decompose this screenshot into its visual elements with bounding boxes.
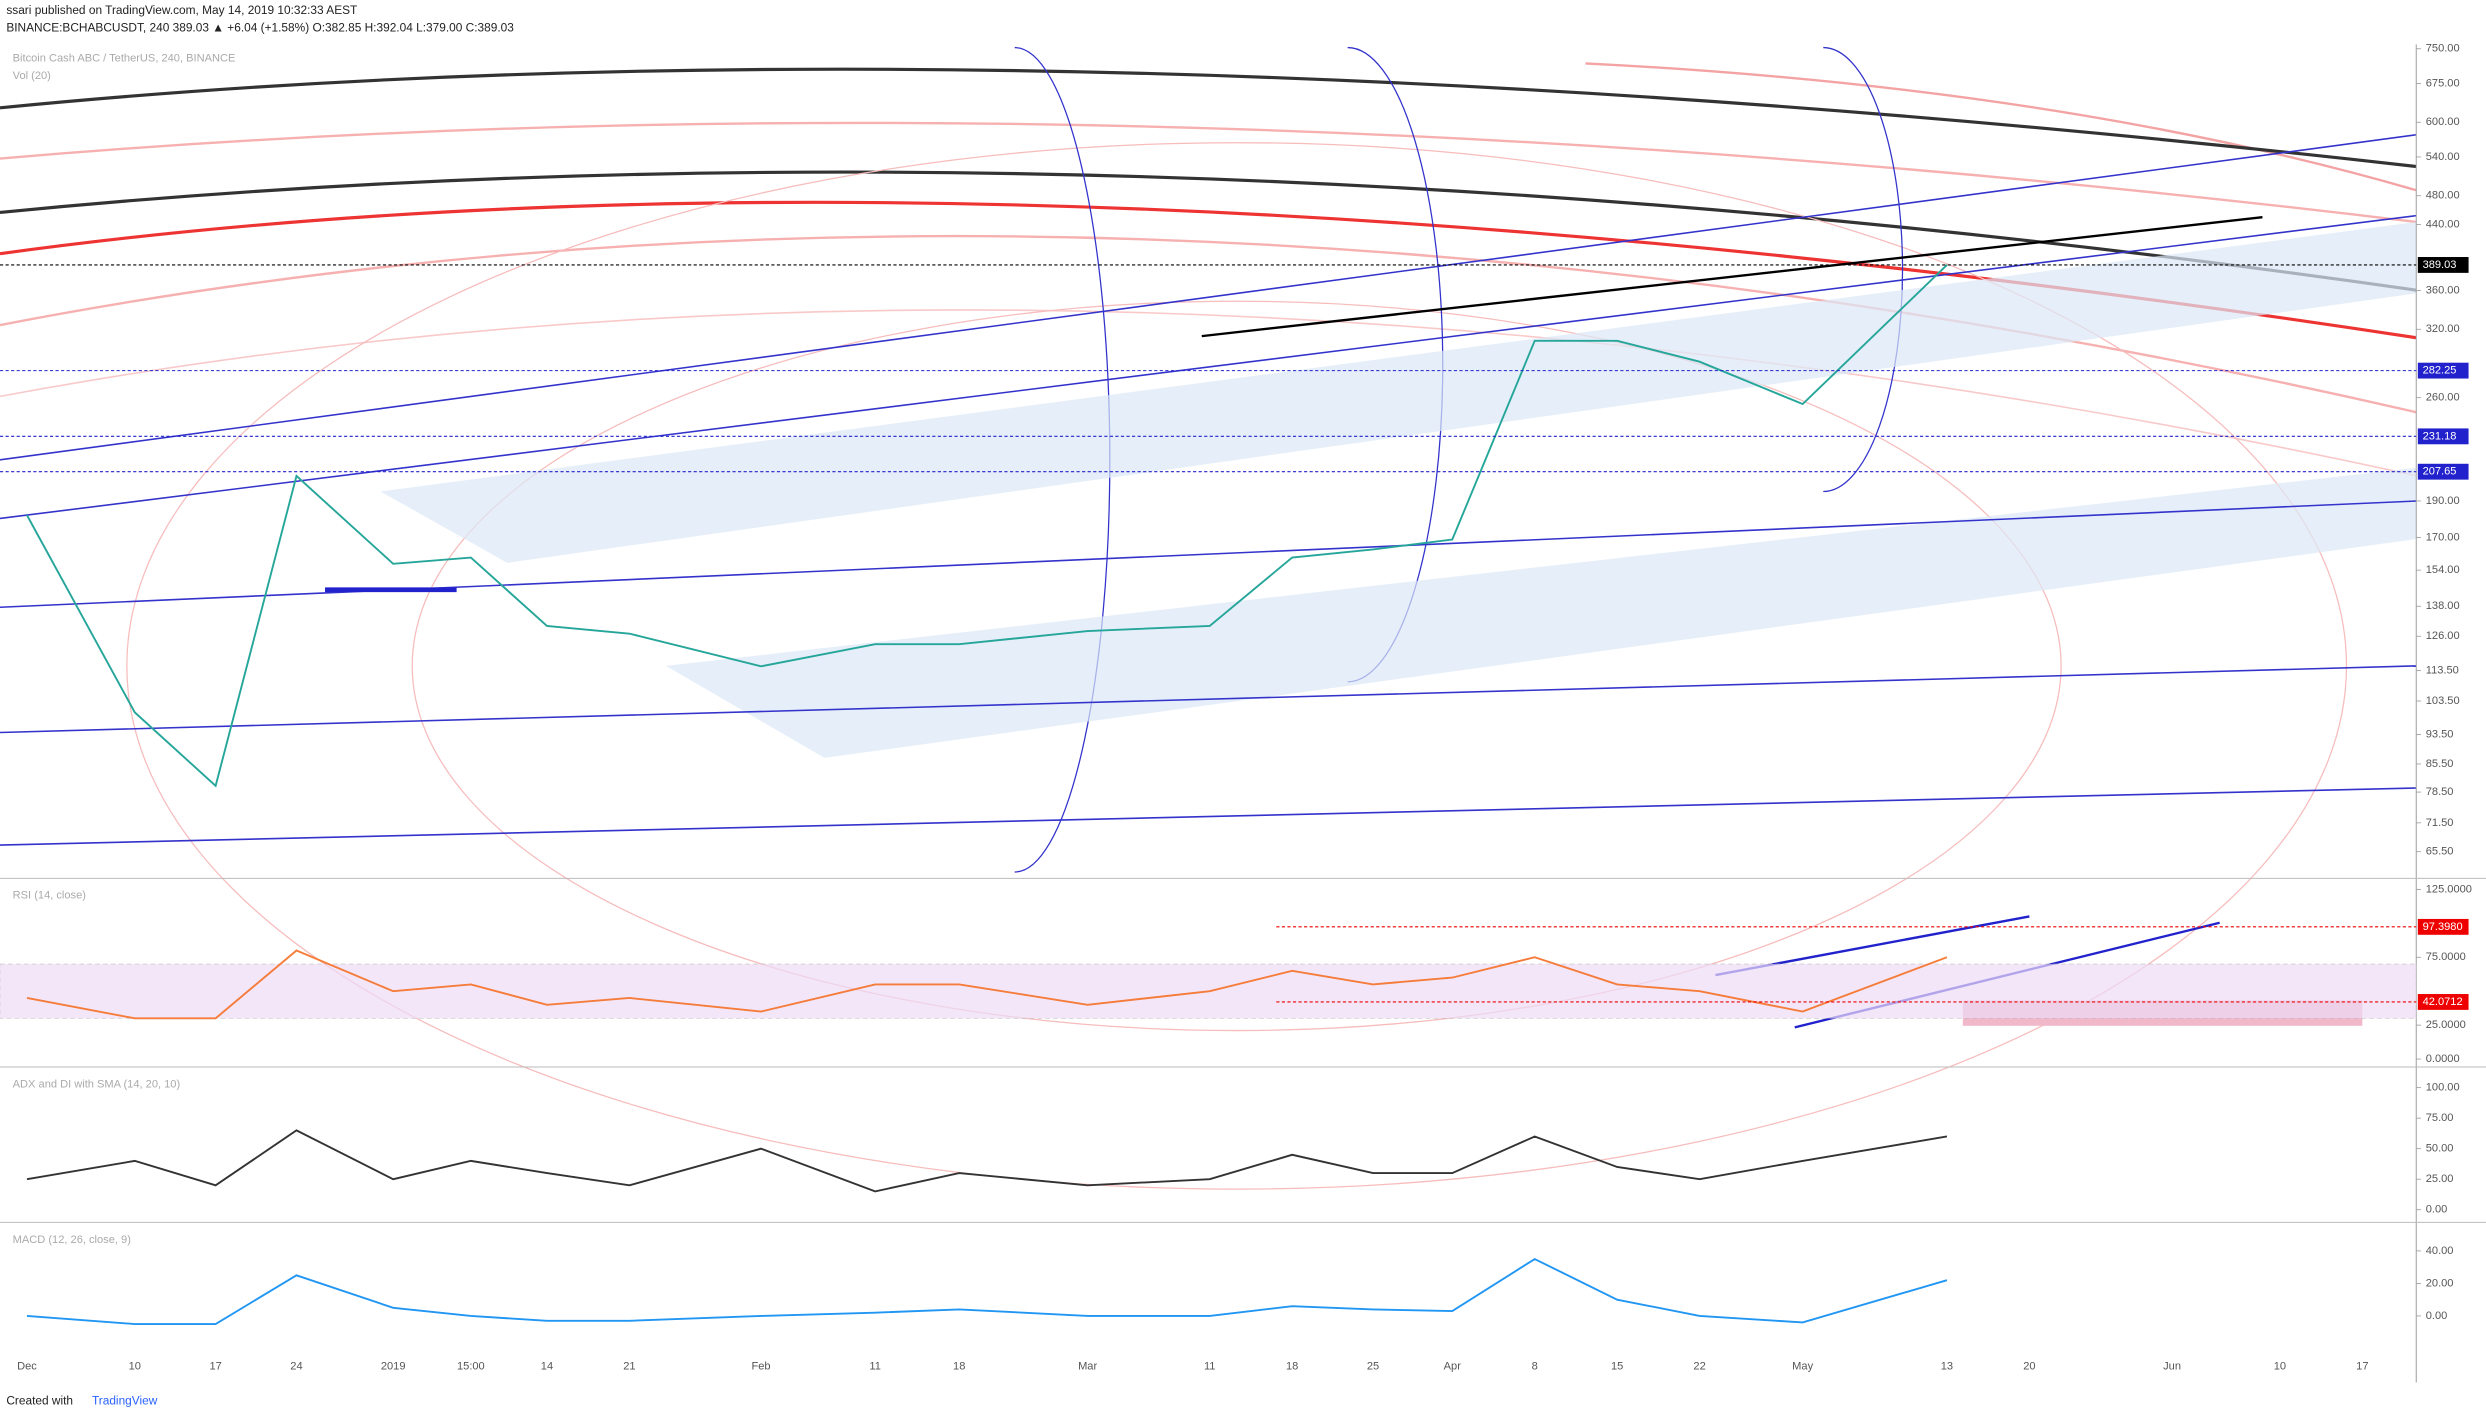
y-tick-label: 71.50 [2426,817,2454,829]
x-tick-label: Dec [17,1361,37,1373]
x-tick-label: 17 [2356,1361,2368,1373]
x-tick-label: Jun [2163,1361,2181,1373]
level-label-bg [2417,428,2469,445]
trend-line [0,787,2417,846]
x-tick-label: 18 [1286,1361,1298,1373]
y-tick-label: 93.50 [2426,728,2454,740]
y-tick-label: 0.0000 [2426,1053,2460,1065]
x-tick-label: 18 [953,1361,965,1373]
level-label: 207.65 [2423,466,2457,478]
y-tick-label: 750.00 [2426,43,2460,55]
pane-title: RSI (14, close) [13,890,86,902]
y-tick-label: 170.00 [2426,532,2460,544]
level-label: 231.18 [2423,430,2457,442]
x-tick-label: Feb [751,1361,770,1373]
level-label: 42.0712 [2423,996,2463,1008]
x-tick-label: 10 [129,1361,141,1373]
series-line [26,264,1948,788]
arc [1585,62,2417,192]
arc [411,300,2062,1032]
y-tick-label: 100.00 [2426,1082,2460,1094]
channel [665,467,2417,758]
y-tick-label: 75.0000 [2426,951,2466,963]
arc [0,67,2417,169]
level-label: 282.25 [2423,365,2457,377]
x-tick-label: 10 [2274,1361,2286,1373]
series-line [26,1257,1948,1325]
y-tick-label: 0.00 [2426,1204,2448,1216]
x-tick-label: 11 [1204,1361,1216,1373]
level-label-bg [2417,994,2469,1010]
level-label-bg [2417,362,2469,379]
symbol-info: BINANCE:BCHABCUSDT, 240 389.03 ▲ +6.04 (… [6,21,514,35]
y-tick-label: 480.00 [2426,190,2460,202]
arc [126,142,2348,1190]
x-tick-label: 22 [1693,1361,1705,1373]
y-tick-label: 65.50 [2426,846,2454,858]
y-tick-label: 50.00 [2426,1143,2454,1155]
series-line [26,949,1948,1020]
level-label: 389.03 [2423,259,2457,271]
y-tick-label: 540.00 [2426,151,2460,163]
channel [380,221,2417,563]
y-tick-label: 360.00 [2426,284,2460,296]
pane-title: ADX and DI with SMA (14, 20, 10) [13,1078,180,1090]
x-tick-label: 2019 [381,1361,406,1373]
x-tick-label: 15:00 [457,1361,485,1373]
y-tick-label: 125.0000 [2426,883,2472,895]
y-tick-label: 75.00 [2426,1112,2454,1124]
arc [1823,46,1904,493]
y-tick-label: 0.00 [2426,1310,2448,1322]
x-tick-label: Mar [1078,1361,1097,1373]
series-line [26,1129,1948,1193]
y-tick-label: 85.50 [2426,758,2454,770]
x-tick-label: 17 [209,1361,221,1373]
y-tick-label: 78.50 [2426,786,2454,798]
publisher: ssari published on TradingView.com, May … [6,3,357,17]
x-tick-label: 20 [2023,1361,2035,1373]
y-tick-label: 600.00 [2426,116,2460,128]
arc [0,170,2417,292]
level-label-bg [2417,918,2469,935]
x-tick-label: 15 [1611,1361,1623,1373]
trend-line [1201,216,2263,338]
y-tick-label: 260.00 [2426,392,2460,404]
level-label: 97.3980 [2423,921,2463,933]
x-tick-label: 24 [290,1361,302,1373]
footer-brand: TradingView [92,1394,158,1408]
y-tick-label: 113.50 [2426,665,2459,677]
arc [0,121,2417,224]
pane-title: Bitcoin Cash ABC / TetherUS, 240, BINANC… [13,53,236,65]
arc [0,309,2417,477]
level-label-bg [2417,463,2469,480]
y-tick-label: 138.00 [2426,600,2460,612]
trend-line [0,665,2417,734]
y-tick-label: 40.00 [2426,1245,2454,1257]
x-tick-label: 14 [541,1361,553,1373]
level-label-bg [2417,257,2469,273]
y-tick-label: 675.00 [2426,77,2460,89]
y-tick-label: 320.00 [2426,323,2460,335]
x-tick-label: 11 [869,1361,881,1373]
x-tick-label: 25 [1367,1361,1379,1373]
y-tick-label: 190.00 [2426,495,2460,507]
x-tick-label: Apr [1444,1361,1462,1373]
y-tick-label: 126.00 [2426,630,2460,642]
x-tick-label: May [1792,1361,1813,1373]
y-tick-label: 20.00 [2426,1277,2454,1289]
footer: Created with [6,1394,73,1408]
drawings [0,46,2417,1190]
x-tick-label: 13 [1941,1361,1953,1373]
pane-subtitle: Vol (20) [13,70,51,82]
y-tick-label: 440.00 [2426,218,2460,230]
y-tick-label: 25.0000 [2426,1019,2466,1031]
y-tick-label: 25.00 [2426,1173,2454,1185]
y-tick-label: 103.50 [2426,695,2460,707]
pane-title: MACD (12, 26, close, 9) [13,1234,131,1246]
y-tick-label: 154.00 [2426,564,2460,576]
x-tick-label: 8 [1532,1361,1538,1373]
x-tick-label: 21 [623,1361,635,1373]
